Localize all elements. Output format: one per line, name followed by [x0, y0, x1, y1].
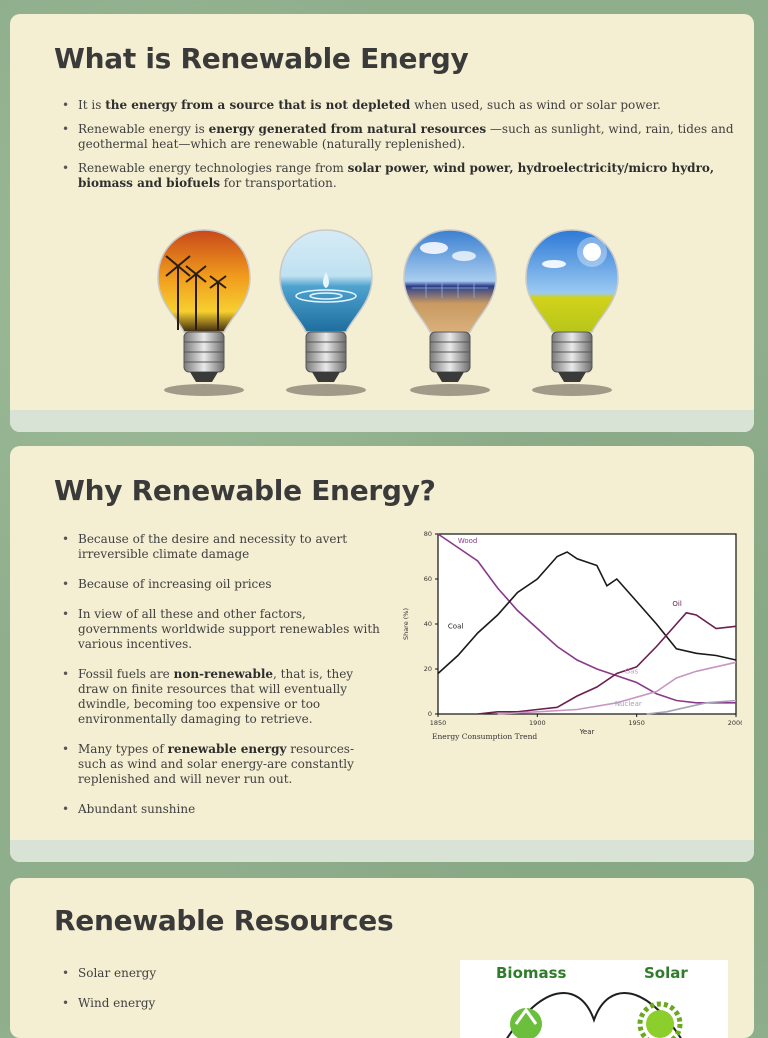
bullet-item: Many types of renewable energy resources…: [62, 742, 382, 787]
wind-turbine-bulb-icon: [157, 229, 251, 396]
slide-what-is-renewable: What is Renewable Energy It is the energ…: [10, 14, 754, 432]
y-tick-label: 20: [424, 665, 432, 673]
y-tick-label: 60: [424, 575, 432, 583]
slide-footer-strip: [10, 410, 754, 432]
x-tick-label: 2000: [728, 719, 742, 727]
x-tick-label: 1900: [529, 719, 546, 727]
series-line-wood: [437, 533, 736, 704]
bullet-item: Wind energy: [62, 996, 362, 1011]
bullet-item: Fossil fuels are non-renewable, that is,…: [62, 667, 382, 727]
biomass-solar-graphic: Biomass Solar: [460, 960, 728, 1038]
bullet-item: Abundant sunshine: [62, 802, 382, 817]
series-line-oil: [477, 611, 737, 715]
bullet-list: It is the energy from a source that is n…: [62, 98, 734, 200]
bullet-list: Because of the desire and necessity to a…: [62, 532, 382, 832]
plot-frame: [437, 533, 737, 715]
series-line-coal: [437, 551, 737, 675]
x-tick-label: 1950: [628, 719, 645, 727]
y-tick-label: 80: [424, 530, 432, 538]
bullet-item: Renewable energy is energy generated fro…: [62, 122, 734, 152]
chart-canvas: 0 20 40 60 80 1850 1900 1950 2000 Share (%) Year En…: [402, 530, 744, 741]
solar-label: Solar: [644, 964, 688, 982]
bullet-item: In view of all these and other factors, …: [62, 607, 382, 652]
bullet-item: It is the energy from a source that is n…: [62, 98, 734, 113]
bullet-item: Renewable energy technologies range from…: [62, 161, 734, 191]
lightbulb-illustrations: [148, 226, 628, 416]
chart-caption: Energy Consumption Trend: [432, 732, 537, 741]
series-line-gas: [497, 661, 737, 715]
bullet-item: Because of increasing oil prices: [62, 577, 382, 592]
series-label-coal: Coal: [448, 623, 463, 631]
y-tick-label: 40: [424, 620, 432, 628]
series-label-wood: Wood: [458, 537, 478, 545]
slide-title: What is Renewable Energy: [54, 42, 469, 75]
bullet-item: Because of the desire and necessity to a…: [62, 532, 382, 562]
solar-panel-bulb-icon: [403, 229, 497, 396]
y-axis-label: Share (%): [402, 608, 410, 640]
x-tick-label: 1850: [430, 719, 447, 727]
sun-field-bulb-icon: [525, 229, 619, 396]
y-tick-label: 0: [428, 710, 432, 718]
x-axis-label: Year: [579, 728, 595, 736]
water-drop-bulb-icon: [279, 229, 373, 396]
series-line-nuclear: [646, 699, 737, 715]
bullet-item: Solar energy: [62, 966, 362, 981]
recycle-icon: [510, 1007, 542, 1038]
slide-why-renewable: Why Renewable Energy? Because of the des…: [10, 446, 754, 862]
series-label-oil: Oil: [672, 600, 681, 608]
slide-footer-strip: [10, 840, 754, 862]
series-label-gas: Gas: [625, 668, 639, 676]
slide-renewable-resources: Renewable Resources Solar energy Wind en…: [10, 878, 754, 1038]
energy-consumption-chart: 0 20 40 60 80 1850 1900 1950 2000 Share (%) Year En…: [386, 526, 744, 758]
series-label-nuclear: Nuclear: [615, 700, 642, 708]
slide-title: Why Renewable Energy?: [54, 474, 436, 507]
bullet-list: Solar energy Wind energy: [62, 966, 362, 1026]
sun-gear-icon: [637, 1001, 683, 1038]
biomass-label: Biomass: [496, 964, 567, 982]
slide-title: Renewable Resources: [54, 904, 394, 937]
